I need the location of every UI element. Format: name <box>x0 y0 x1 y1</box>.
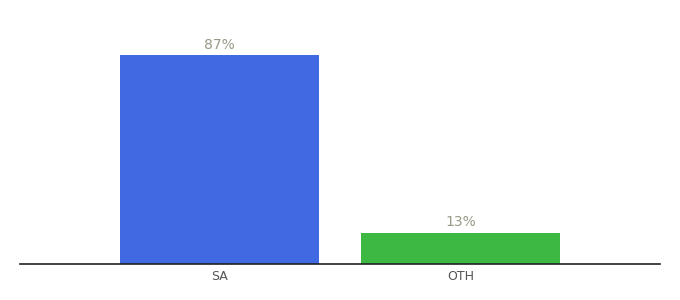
Text: 87%: 87% <box>204 38 235 52</box>
Bar <box>361 233 560 264</box>
Text: 13%: 13% <box>445 215 476 229</box>
Bar <box>120 55 319 264</box>
